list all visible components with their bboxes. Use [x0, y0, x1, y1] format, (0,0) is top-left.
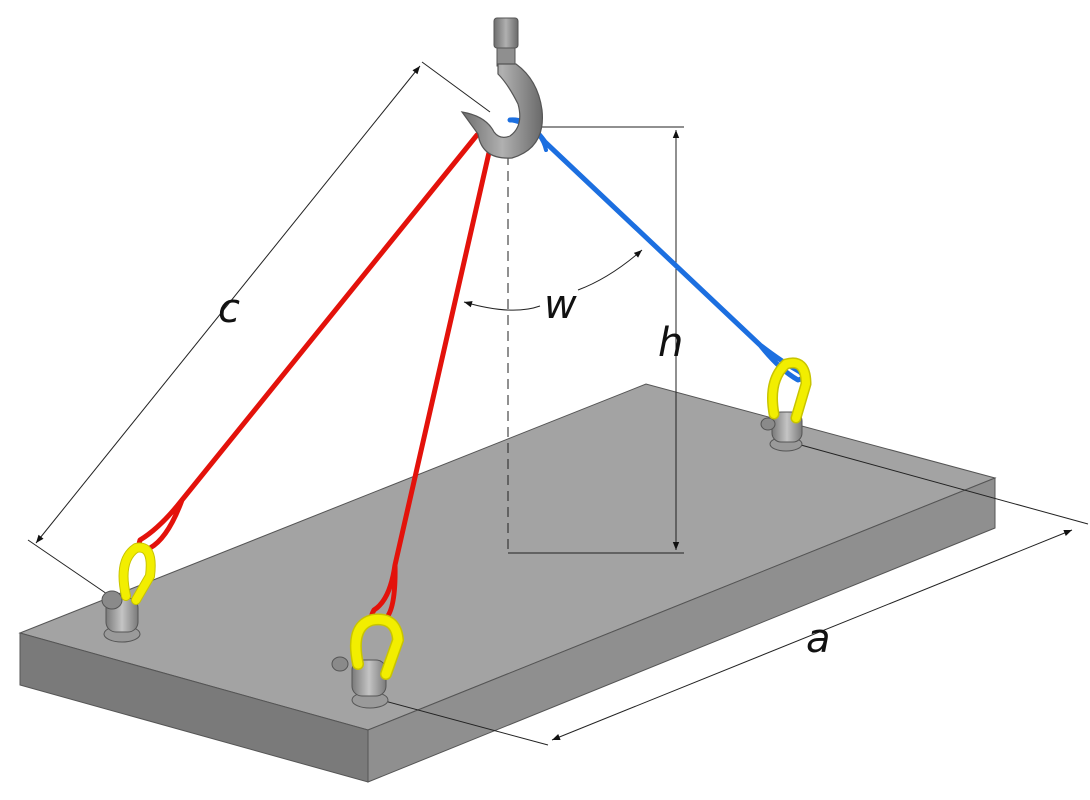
dim-c-line [35, 65, 421, 544]
lifting-eye-left [101, 590, 141, 643]
shackle-front [349, 613, 405, 680]
dimension-lines [27, 61, 1089, 746]
sling-right-blue [507, 117, 806, 383]
label-h: h [658, 320, 683, 366]
dim-a-extension-left [369, 696, 549, 746]
dim-c-extension-top [421, 61, 491, 113]
dim-a-line [551, 529, 1073, 741]
label-a: a [806, 616, 831, 662]
label-w: w [544, 282, 577, 328]
crane-hook-icon [460, 17, 544, 159]
dim-w-arc-right [577, 249, 643, 291]
dim-a-extension-right [789, 441, 1089, 525]
shackle-right [767, 357, 812, 424]
label-c: c [218, 286, 240, 332]
dim-w-arc-left [463, 301, 541, 311]
shackle-left [118, 542, 156, 605]
dim-c-extension-bottom [27, 539, 111, 597]
